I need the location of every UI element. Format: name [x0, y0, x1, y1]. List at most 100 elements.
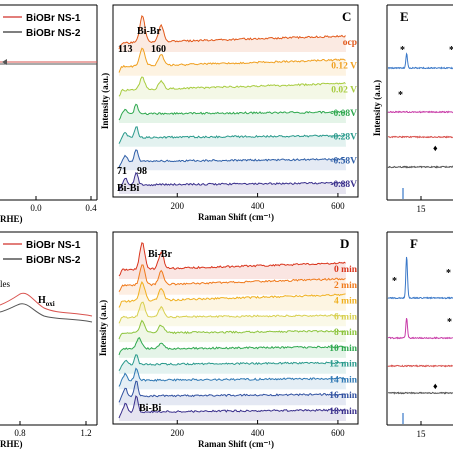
series-label: 18 min: [329, 407, 357, 417]
series-line: [118, 126, 346, 144]
series-line: [118, 14, 346, 50]
panel-c-annotation-113: 113: [118, 44, 132, 55]
panel-a-xtick-1: 0.4: [85, 203, 97, 213]
series-label: -0.08V: [330, 109, 357, 119]
series-label: 0.12 V: [331, 62, 357, 72]
panel-b-xtick-1: 1.2: [80, 428, 91, 438]
series-fill: [119, 77, 346, 100]
panel-a-xtick-0: 0.0: [30, 203, 42, 213]
series-fill: [119, 172, 346, 194]
xtick-label: 200: [171, 201, 185, 211]
panel-f-label: F: [410, 236, 418, 251]
series-fill: [119, 368, 346, 390]
panel-f-marker-1: *: [392, 276, 397, 287]
xrd-series-line: [388, 135, 453, 139]
series-label: 4 min: [334, 297, 358, 307]
series-label: 0.02 V: [331, 85, 357, 95]
series-label: -0.88V: [330, 180, 357, 190]
panel-c-traces: ocp 0.12 V 0.02 V -0.08V -0.28V -0.58V -0.88V: [118, 14, 357, 194]
series-label: 14 min: [329, 375, 357, 385]
xrd-series-line: [387, 364, 453, 368]
panel-b-trace-ns2: [0, 303, 93, 323]
series-fill: [119, 282, 346, 311]
panel-c-ylabel: Intensity (a.u.): [100, 73, 110, 129]
panel-d-ylabel: Intensity (a.u.): [98, 300, 108, 356]
xtick-label: 600: [331, 201, 345, 211]
panel-b-annotation-h: Hoxi: [38, 295, 55, 308]
panel-c-xticks: 200 400 600: [171, 193, 345, 211]
series-label: -0.58V: [330, 156, 357, 166]
xrd-series-line: [388, 391, 453, 395]
panel-e-marker-diamond: ♦: [433, 143, 438, 153]
panel-d-frame: [112, 231, 359, 425]
xtick-label: 400: [251, 201, 265, 211]
series-fill: [119, 264, 346, 295]
panel-e: 15 E Intensity (a.u.) * * * ♦: [372, 4, 453, 214]
panel-b-xtick-0: 0.8: [14, 428, 26, 438]
panel-d-annotation-bibi: Bi-Bi: [139, 403, 161, 414]
panel-a-legend-2: BiOBr NS-2: [26, 28, 81, 39]
series-line: [118, 264, 346, 292]
panel-d-xlabel: Raman Shift (cm⁻¹): [198, 439, 274, 449]
series-fill: [119, 126, 346, 147]
panel-c-annotation-bibi: Bi-Bi: [117, 183, 139, 194]
series-line: [118, 76, 346, 97]
panel-c-label: C: [342, 9, 351, 24]
panel-e-marker-1: *: [400, 45, 405, 56]
series-fill: [119, 354, 346, 374]
panel-c-annotation-98: 98: [137, 166, 147, 177]
series-line: [118, 301, 346, 324]
series-line: [118, 280, 346, 308]
series-line: [118, 242, 346, 277]
panel-b-legend-2: BiOBr NS-2: [26, 255, 81, 266]
series-label: 8 min: [334, 328, 358, 338]
xrd-series-line: [387, 256, 453, 300]
series-label: 0 min: [334, 265, 358, 275]
series-line: [118, 47, 346, 73]
xtick-label: 600: [331, 428, 345, 438]
xrd-series-line: [387, 165, 453, 169]
panel-f: 15 F * * * ♦: [386, 231, 453, 439]
series-line: [118, 149, 346, 168]
series-fill: [119, 381, 346, 406]
series-fill: [119, 302, 346, 327]
panel-f-xtick-0: 15: [417, 429, 427, 439]
series-label: 6 min: [334, 312, 358, 322]
xtick-label: 200: [171, 428, 185, 438]
panel-d: 0 min 2 min 4 min 6 min 8 min 10 min 12 min 14 …: [98, 231, 359, 449]
panel-c-annotation-160: 160: [151, 44, 166, 55]
panel-b-annotation-les: les: [0, 279, 10, 289]
series-label: 12 min: [329, 360, 357, 370]
panel-e-xtick-0: 15: [417, 204, 427, 214]
panel-e-marker-2: *: [449, 45, 453, 56]
series-fill: [119, 48, 346, 76]
panel-a-legend-1: BiOBr NS-1: [26, 13, 81, 24]
series-fill: [119, 15, 346, 52]
panel-b-xlabel-fragment: RHE): [0, 439, 23, 449]
panel-e-traces: [387, 52, 453, 169]
panel-c-xlabel: Raman Shift (cm⁻¹): [198, 212, 274, 222]
series-line: [118, 380, 346, 403]
panel-a: BiOBr NS-1 BiOBr NS-2 0.0 0.4 RHE): [0, 4, 98, 224]
series-label: -0.28V: [330, 133, 357, 143]
series-label: 16 min: [329, 391, 357, 401]
series-line: [118, 171, 346, 192]
series-fill: [119, 320, 346, 343]
series-line: [118, 354, 346, 371]
panel-c-frame: [112, 4, 359, 198]
panel-a-xlabel-fragment: RHE): [0, 214, 23, 224]
panel-e-ylabel: Intensity (a.u.): [372, 80, 382, 136]
panel-a-arrow-icon: [2, 59, 7, 65]
panel-e-marker-3: *: [398, 90, 403, 101]
series-label: 2 min: [334, 281, 358, 291]
series-line: [118, 395, 346, 419]
panel-e-label: E: [400, 9, 409, 24]
panel-f-marker-diamond: ♦: [433, 381, 438, 391]
panel-d-label: D: [340, 236, 349, 251]
series-line: [118, 319, 346, 340]
panel-f-traces: [387, 256, 453, 395]
panel-d-xticks: 200 400 600: [171, 420, 345, 438]
series-label: ocp: [343, 38, 357, 48]
